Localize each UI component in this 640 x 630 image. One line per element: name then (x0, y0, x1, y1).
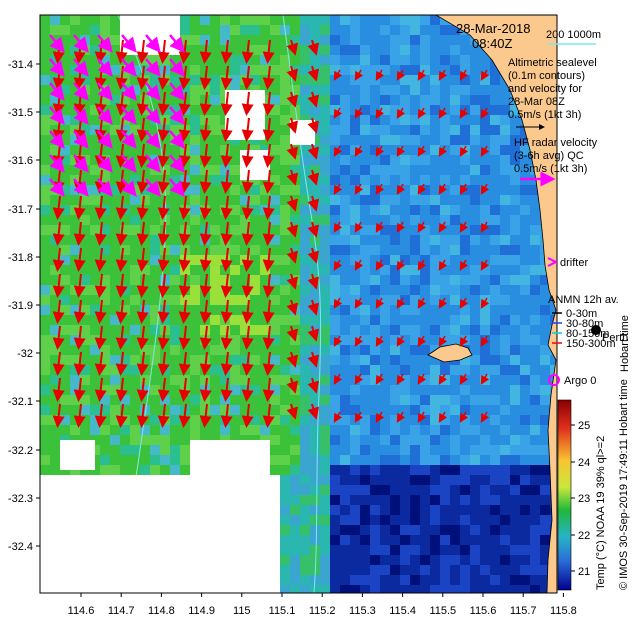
y-tick-label: -31.8 (8, 252, 33, 264)
x-tick-label: 115.6 (470, 605, 497, 617)
svg-text:HF radar velocity: HF radar velocity (514, 137, 598, 149)
y-tick-label: -32 (17, 348, 33, 360)
colorbar-label: Temp (°C) NOAA 19 39% ql>=2 (595, 436, 607, 590)
colorbar-tick: 25 (578, 420, 590, 432)
x-tick-label: 114.9 (188, 605, 215, 617)
x-tick-label: 114.8 (148, 605, 175, 617)
place-label: Perth (602, 332, 628, 344)
x-tick-label: 115 (233, 605, 251, 617)
depth-contour-200m (282, 15, 322, 593)
credit-text: © IMOS 30-Sep-2019 17:49:11 Hobart time (618, 379, 630, 590)
map-date: 28-Mar-2018 (456, 21, 530, 36)
anmn-item: 0-30m (566, 308, 597, 320)
depth-scale-label: 200 1000m (546, 29, 601, 41)
x-tick-label: 114.6 (68, 605, 95, 617)
y-tick-label: -32.2 (8, 445, 33, 457)
svg-text:0.5m/s (1kt 3h): 0.5m/s (1kt 3h) (514, 163, 587, 175)
x-tick-label: 115.2 (309, 605, 336, 617)
svg-text:Argo 0: Argo 0 (564, 375, 596, 387)
anmn-item: 150-300m (566, 338, 616, 350)
map-border (39, 14, 558, 594)
y-tick-label: -31.4 (8, 59, 33, 71)
x-tick-label: 115.1 (269, 605, 296, 617)
map-time: 08:40Z (472, 36, 513, 51)
y-axis: -31.4 -31.5 -31.6 -31.7 -31.8 -31.9 -32 -32.1 -3… (8, 59, 40, 553)
y-tick-label: -32.3 (8, 493, 33, 505)
x-tick-label: 115.5 (429, 605, 456, 617)
land-mass (435, 15, 557, 593)
colorbar-tick: 21 (578, 566, 590, 578)
y-tick-label: -31.7 (8, 204, 33, 216)
colorbar-tick: 24 (578, 457, 590, 469)
x-tick-label: 115.7 (510, 605, 537, 617)
svg-text:0.5m/s (1kt 3h): 0.5m/s (1kt 3h) (508, 109, 581, 121)
drifter-legend: drifter (547, 257, 588, 269)
colorbar-tick: 23 (578, 493, 590, 505)
altimetry-legend: Altimetric sealevel (0.1m contours) and … (508, 57, 597, 130)
svg-text:Altimetric sealevel: Altimetric sealevel (508, 57, 597, 69)
map-panel (40, 15, 557, 593)
svg-text:ANMN 12h av.: ANMN 12h av. (548, 294, 619, 306)
velocity-vectors (49, 34, 490, 428)
svg-text:(3-6h avg) QC: (3-6h avg) QC (514, 150, 584, 162)
x-tick-label: 115.3 (349, 605, 376, 617)
x-tick-label: 115.8 (550, 605, 577, 617)
colorbar: 25 24 23 22 21 Temp (°C) NOAA 19 39% ql>=2 (557, 399, 607, 591)
y-tick-label: -32.1 (8, 396, 33, 408)
cloud-mask (40, 15, 315, 593)
svg-text:28-Mar 08Z: 28-Mar 08Z (508, 96, 565, 108)
x-tick-label: 114.7 (108, 605, 135, 617)
place-suffix: Hobart time (619, 315, 631, 372)
argo-legend: Argo 0 (548, 374, 596, 387)
y-tick-label: -31.9 (8, 300, 33, 312)
svg-text:drifter: drifter (560, 257, 588, 269)
y-tick-label: -31.6 (8, 155, 33, 167)
x-tick-label: 115.4 (389, 605, 416, 617)
x-axis: 114.6 114.7 114.8 114.9 115 115.1 115.2 115.3 11… (68, 593, 577, 617)
radar-legend: HF radar velocity (3-6h avg) QC 0.5m/s (… (514, 137, 598, 187)
perth-marker (591, 325, 601, 335)
svg-text:and velocity for: and velocity for (508, 83, 582, 95)
svg-text:(0.1m contours): (0.1m contours) (508, 70, 585, 82)
colorbar-tick: 22 (578, 530, 590, 542)
y-tick-label: -32.4 (8, 541, 33, 553)
y-tick-label: -31.5 (8, 107, 33, 119)
